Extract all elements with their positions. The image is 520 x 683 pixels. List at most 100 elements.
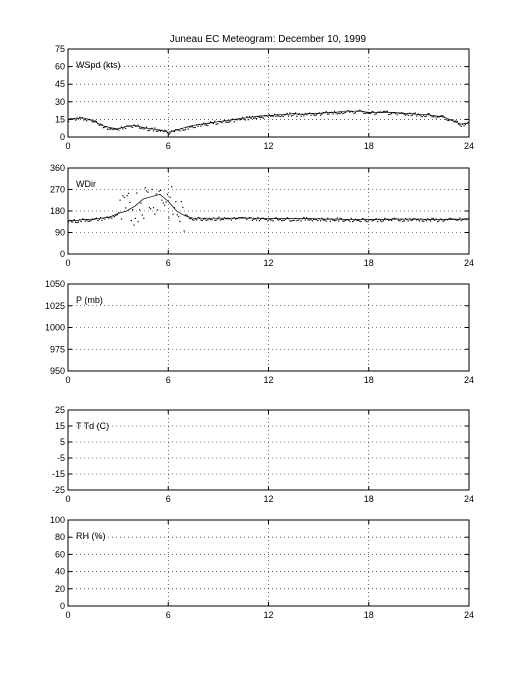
data-point xyxy=(360,221,362,223)
data-point xyxy=(460,125,462,127)
data-point xyxy=(459,124,461,126)
data-point xyxy=(72,118,74,120)
data-point xyxy=(349,220,351,223)
data-point xyxy=(88,220,91,222)
data-point xyxy=(340,112,343,114)
data-point xyxy=(193,127,195,129)
data-point xyxy=(441,115,443,117)
x-tick-label: 24 xyxy=(464,610,474,620)
data-point xyxy=(418,114,421,116)
data-point xyxy=(218,216,220,218)
data-point xyxy=(384,217,386,219)
data-point xyxy=(315,114,317,116)
series-points xyxy=(68,109,469,135)
data-point xyxy=(193,219,195,221)
data-point xyxy=(250,217,252,219)
data-point xyxy=(256,219,258,221)
data-point xyxy=(179,130,181,132)
data-point xyxy=(405,114,407,116)
data-point xyxy=(402,220,404,222)
data-point xyxy=(154,213,156,215)
data-point xyxy=(84,220,86,222)
data-point xyxy=(333,110,336,112)
data-point xyxy=(276,219,279,221)
y-tick-label: 40 xyxy=(55,567,65,577)
data-point xyxy=(222,120,224,122)
data-point xyxy=(322,219,324,221)
data-point xyxy=(386,218,389,220)
data-point xyxy=(126,195,128,197)
data-point xyxy=(244,217,246,219)
data-point xyxy=(399,220,401,222)
data-point xyxy=(129,201,131,203)
data-point xyxy=(339,217,341,219)
data-point xyxy=(382,220,384,222)
data-point xyxy=(359,220,361,222)
data-point xyxy=(158,190,160,192)
data-point xyxy=(290,220,292,222)
data-point xyxy=(158,129,160,131)
data-point xyxy=(274,113,276,115)
data-point xyxy=(424,218,426,221)
data-point xyxy=(386,110,389,112)
data-point xyxy=(299,218,301,220)
data-point xyxy=(237,118,240,120)
data-point xyxy=(143,128,145,130)
data-point xyxy=(371,220,373,222)
y-tick-label: 975 xyxy=(50,344,65,354)
data-point xyxy=(113,216,116,218)
data-point xyxy=(449,119,451,121)
data-point xyxy=(289,112,291,114)
data-point xyxy=(249,116,251,118)
data-point xyxy=(80,117,82,119)
data-point xyxy=(456,120,458,122)
y-tick-label: 1050 xyxy=(45,279,65,289)
data-point xyxy=(237,217,240,219)
data-point xyxy=(332,113,334,115)
data-point xyxy=(98,124,100,126)
y-tick-label: -25 xyxy=(52,485,65,495)
data-point xyxy=(303,115,305,117)
y-tick-label: 60 xyxy=(55,549,65,559)
data-point xyxy=(372,219,375,221)
data-point xyxy=(310,114,312,116)
panel-label: P (mb) xyxy=(76,295,103,305)
x-tick-label: 0 xyxy=(65,494,70,504)
data-point xyxy=(210,121,212,123)
data-point xyxy=(200,125,202,127)
data-point xyxy=(251,115,253,118)
panel-4: 0 6 12 18 24 0 20 40 60 80 100 RH (%) xyxy=(50,515,474,620)
data-point xyxy=(467,121,469,123)
data-point xyxy=(112,215,114,217)
data-point xyxy=(169,196,171,198)
data-point xyxy=(267,220,269,222)
data-point xyxy=(204,124,206,126)
data-point xyxy=(427,113,429,115)
data-point xyxy=(109,216,111,218)
data-point xyxy=(257,116,259,118)
data-point xyxy=(104,126,106,128)
data-point xyxy=(441,219,443,221)
data-point xyxy=(171,130,173,132)
data-point xyxy=(360,110,362,112)
data-point xyxy=(343,112,345,114)
data-point xyxy=(410,219,412,221)
data-point xyxy=(346,110,348,112)
data-point xyxy=(70,118,72,120)
data-point xyxy=(448,119,450,122)
data-point xyxy=(79,116,81,119)
data-point xyxy=(141,214,143,216)
x-tick-label: 6 xyxy=(166,494,171,504)
data-point xyxy=(198,217,201,219)
data-point xyxy=(274,217,276,219)
data-point xyxy=(336,113,338,115)
data-point xyxy=(345,219,347,221)
data-point xyxy=(169,132,171,134)
data-point xyxy=(261,116,263,118)
data-point xyxy=(229,218,231,220)
data-point xyxy=(322,112,324,114)
data-point xyxy=(185,128,187,130)
data-point xyxy=(239,119,241,121)
x-tick-label: 0 xyxy=(65,610,70,620)
